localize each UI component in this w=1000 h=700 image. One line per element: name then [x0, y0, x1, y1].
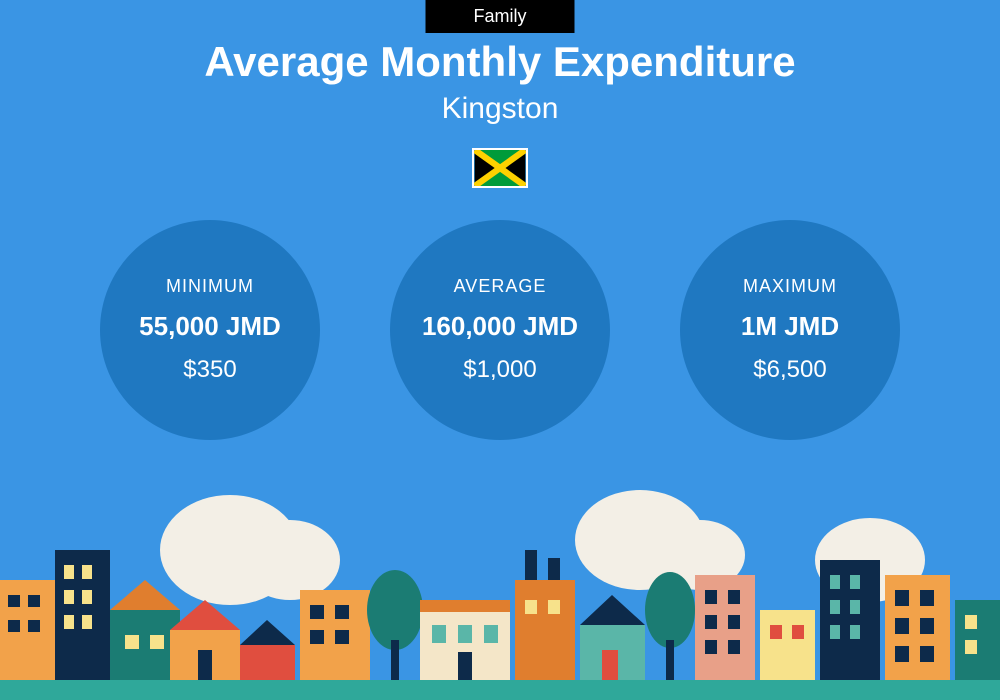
stat-jmd: 1M JMD	[741, 311, 839, 342]
badge-text: Family	[474, 6, 527, 26]
stat-label: MINIMUM	[166, 276, 254, 297]
stat-usd: $1,000	[463, 356, 536, 384]
stat-usd: $6,500	[753, 356, 826, 384]
stat-jmd: 55,000 JMD	[139, 311, 281, 342]
page-title: Average Monthly Expenditure	[0, 38, 1000, 86]
stat-usd: $350	[183, 356, 236, 384]
cityscape-illustration	[0, 480, 1000, 700]
stat-jmd: 160,000 JMD	[422, 311, 578, 342]
flag-icon	[472, 148, 528, 188]
stat-circle-average: AVERAGE 160,000 JMD $1,000	[390, 220, 610, 440]
stat-circle-minimum: MINIMUM 55,000 JMD $350	[100, 220, 320, 440]
page-subtitle: Kingston	[0, 92, 1000, 126]
stat-circles: MINIMUM 55,000 JMD $350 AVERAGE 160,000 …	[0, 220, 1000, 440]
category-badge: Family	[426, 0, 575, 33]
stat-label: AVERAGE	[454, 276, 547, 297]
stat-circle-maximum: MAXIMUM 1M JMD $6,500	[680, 220, 900, 440]
stat-label: MAXIMUM	[743, 276, 837, 297]
